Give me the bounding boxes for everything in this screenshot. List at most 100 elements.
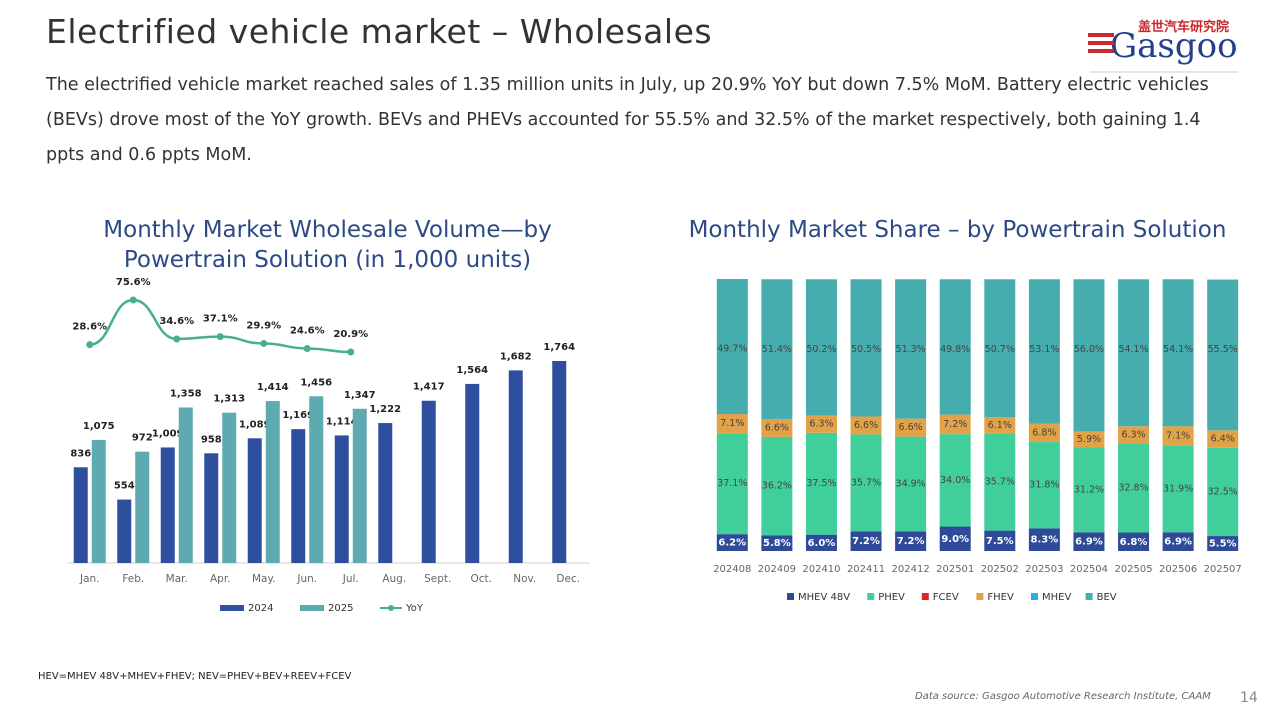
- data-label: 6.9%: [1164, 537, 1192, 548]
- data-label: 49.7%: [717, 344, 747, 355]
- data-label: 7.2%: [897, 536, 925, 547]
- x-tick-label: Apr.: [210, 573, 231, 585]
- data-label: 1,222: [369, 404, 401, 415]
- legend-swatch: [867, 593, 875, 600]
- bar: [552, 361, 567, 563]
- data-label: 5.8%: [763, 538, 791, 549]
- data-label: 5.9%: [1077, 434, 1101, 445]
- bar-segment: [1028, 423, 1060, 443]
- bar: [117, 499, 132, 563]
- bar-segment: [984, 433, 1016, 531]
- legend-swatch: [1085, 593, 1093, 600]
- x-tick-label: 202410: [802, 564, 840, 575]
- data-label: 836: [70, 448, 91, 459]
- x-tick-label: 202412: [892, 564, 930, 575]
- data-label: 1,347: [344, 390, 376, 401]
- bar-segment: [761, 279, 793, 419]
- bar: [160, 447, 175, 563]
- yoy-point: [173, 335, 181, 343]
- data-label: 6.8%: [1032, 427, 1056, 438]
- data-label: 50.7%: [985, 344, 1015, 355]
- data-label: 31.9%: [1163, 483, 1193, 494]
- data-label: 55.5%: [1208, 344, 1238, 355]
- legend-label: BEV: [1097, 592, 1117, 603]
- source: Data source: Gasgoo Automotive Research …: [915, 691, 1211, 702]
- data-label: 1,089: [239, 419, 271, 430]
- bar-segment: [716, 534, 748, 551]
- bar-segment: [1162, 445, 1194, 533]
- bar-segment: [984, 279, 1016, 418]
- bar: [508, 370, 523, 563]
- bar-segment: [761, 436, 793, 536]
- logo-stripe: [1088, 41, 1114, 45]
- data-label: 6.6%: [765, 422, 789, 433]
- bar: [465, 383, 480, 563]
- bar-segment: [1118, 532, 1150, 551]
- data-label: 51.3%: [896, 344, 926, 355]
- data-label: 7.1%: [720, 418, 744, 429]
- logo-name: Gasgoo: [1110, 26, 1238, 66]
- data-label: 54.1%: [1163, 344, 1193, 355]
- data-label: 554: [114, 481, 135, 492]
- x-tick-label: 202409: [758, 564, 796, 575]
- logo-chinese: 盖世汽车研究院: [1138, 20, 1230, 35]
- bar: [334, 435, 349, 563]
- data-label: 32.5%: [1208, 486, 1238, 497]
- bar-segment: [761, 418, 793, 437]
- x-tick-label: 202503: [1025, 564, 1063, 575]
- data-label: 34.6%: [159, 316, 194, 327]
- legend-label: FHEV: [987, 592, 1014, 603]
- bar-segment: [1207, 279, 1239, 431]
- legend-label: 2025: [328, 603, 353, 614]
- legend-swatch: [976, 593, 984, 600]
- data-label: 6.6%: [899, 422, 923, 433]
- logo-stripe: [1088, 49, 1114, 53]
- data-label: 1,682: [500, 351, 532, 362]
- bar-segment: [1073, 431, 1105, 448]
- data-label: 5.5%: [1209, 539, 1237, 550]
- data-label: 56.0%: [1074, 344, 1104, 355]
- bar-segment: [1162, 426, 1194, 446]
- x-tick-label: Jul.: [342, 573, 359, 585]
- data-label: 8.3%: [1031, 535, 1059, 546]
- data-label: 972: [132, 433, 153, 444]
- x-tick-label: Mar.: [166, 573, 188, 585]
- bar-segment: [939, 279, 971, 415]
- legend-label: MHEV: [1042, 592, 1071, 603]
- data-label: 6.3%: [809, 419, 833, 430]
- bar-segment: [1118, 279, 1150, 427]
- bar-segment: [1028, 528, 1060, 551]
- yoy-point: [260, 339, 268, 347]
- legend-swatch: [300, 605, 324, 611]
- bar-segment: [805, 415, 837, 433]
- data-label: 50.5%: [851, 344, 881, 355]
- bar-segment: [939, 414, 971, 435]
- data-label: 958: [201, 434, 222, 445]
- data-label: 24.6%: [290, 325, 325, 336]
- bar-segment: [1028, 279, 1060, 424]
- data-label: 51.4%: [762, 344, 792, 355]
- bar-segment: [1207, 447, 1239, 537]
- bar: [91, 439, 106, 563]
- bar-segment: [984, 417, 1016, 434]
- data-label: 35.7%: [851, 477, 881, 488]
- x-tick-label: 202506: [1159, 564, 1197, 575]
- x-tick-label: 202502: [981, 564, 1019, 575]
- bar-segment: [716, 414, 748, 434]
- bar-segment: [850, 416, 882, 435]
- data-label: 28.6%: [72, 322, 107, 333]
- data-label: 7.1%: [1166, 430, 1190, 441]
- data-label: 75.6%: [116, 277, 151, 288]
- data-label: 1,075: [83, 421, 115, 432]
- legend-label: MHEV 48V: [798, 592, 850, 603]
- data-label: 6.0%: [808, 538, 836, 549]
- bar-segment: [939, 526, 971, 551]
- bar: [135, 451, 150, 563]
- legend-label: 2024: [248, 603, 273, 614]
- legend-swatch: [787, 593, 794, 600]
- data-label: 35.7%: [985, 477, 1015, 488]
- bar-segment: [1162, 279, 1194, 427]
- x-tick-label: 202411: [847, 564, 885, 575]
